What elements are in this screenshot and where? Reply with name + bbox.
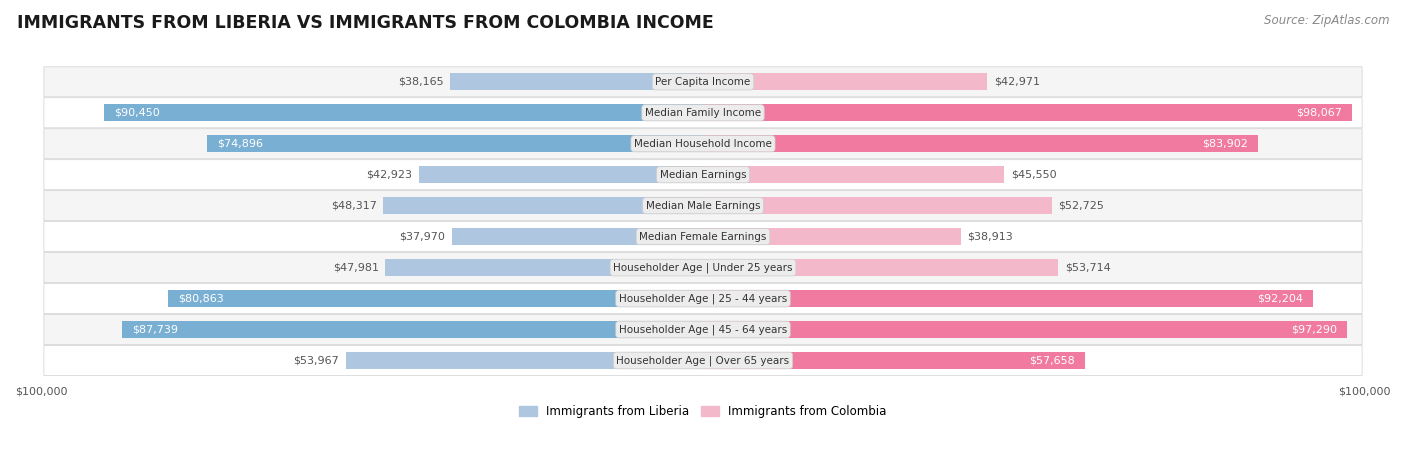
Text: $38,913: $38,913 <box>967 232 1012 241</box>
Text: $37,970: $37,970 <box>399 232 446 241</box>
Bar <box>703 228 960 245</box>
Text: Householder Age | 25 - 44 years: Householder Age | 25 - 44 years <box>619 293 787 304</box>
Bar <box>703 197 1052 214</box>
FancyBboxPatch shape <box>44 346 1362 375</box>
Text: $97,290: $97,290 <box>1291 325 1337 334</box>
Bar <box>450 73 703 90</box>
Text: Source: ZipAtlas.com: Source: ZipAtlas.com <box>1264 14 1389 27</box>
Bar <box>703 73 987 90</box>
Text: $38,165: $38,165 <box>398 77 444 87</box>
FancyBboxPatch shape <box>44 160 1362 190</box>
Bar <box>384 197 703 214</box>
Text: $52,725: $52,725 <box>1059 201 1104 211</box>
Text: $74,896: $74,896 <box>218 139 263 149</box>
Text: $92,204: $92,204 <box>1257 294 1303 304</box>
Bar <box>703 352 1084 369</box>
Text: Median Earnings: Median Earnings <box>659 170 747 180</box>
Bar <box>703 104 1353 121</box>
Bar <box>703 290 1313 307</box>
Text: IMMIGRANTS FROM LIBERIA VS IMMIGRANTS FROM COLOMBIA INCOME: IMMIGRANTS FROM LIBERIA VS IMMIGRANTS FR… <box>17 14 714 32</box>
FancyBboxPatch shape <box>44 98 1362 128</box>
Text: $87,739: $87,739 <box>132 325 179 334</box>
Text: $53,714: $53,714 <box>1066 262 1111 273</box>
Bar <box>703 166 1004 183</box>
Text: $48,317: $48,317 <box>330 201 377 211</box>
Text: Householder Age | Over 65 years: Householder Age | Over 65 years <box>616 355 790 366</box>
Bar <box>385 259 703 276</box>
Text: $83,902: $83,902 <box>1202 139 1249 149</box>
Text: $47,981: $47,981 <box>333 262 378 273</box>
FancyBboxPatch shape <box>44 129 1362 159</box>
FancyBboxPatch shape <box>44 283 1362 313</box>
Bar <box>703 259 1059 276</box>
Text: $57,658: $57,658 <box>1029 355 1074 366</box>
Legend: Immigrants from Liberia, Immigrants from Colombia: Immigrants from Liberia, Immigrants from… <box>515 400 891 423</box>
FancyBboxPatch shape <box>44 222 1362 252</box>
Text: Householder Age | Under 25 years: Householder Age | Under 25 years <box>613 262 793 273</box>
FancyBboxPatch shape <box>44 253 1362 283</box>
Bar <box>104 104 703 121</box>
FancyBboxPatch shape <box>44 314 1362 345</box>
Text: Per Capita Income: Per Capita Income <box>655 77 751 87</box>
Text: Median Female Earnings: Median Female Earnings <box>640 232 766 241</box>
Bar <box>122 321 703 338</box>
Bar <box>703 135 1258 152</box>
Text: $53,967: $53,967 <box>294 355 339 366</box>
Text: Median Family Income: Median Family Income <box>645 108 761 118</box>
FancyBboxPatch shape <box>44 67 1362 97</box>
Text: $45,550: $45,550 <box>1011 170 1057 180</box>
Text: Median Male Earnings: Median Male Earnings <box>645 201 761 211</box>
Bar <box>419 166 703 183</box>
FancyBboxPatch shape <box>44 191 1362 221</box>
Bar <box>346 352 703 369</box>
Text: $80,863: $80,863 <box>177 294 224 304</box>
Text: $42,971: $42,971 <box>994 77 1040 87</box>
Text: Householder Age | 45 - 64 years: Householder Age | 45 - 64 years <box>619 324 787 335</box>
Text: Median Household Income: Median Household Income <box>634 139 772 149</box>
Text: $42,923: $42,923 <box>367 170 412 180</box>
Bar <box>703 321 1347 338</box>
Text: $98,067: $98,067 <box>1296 108 1343 118</box>
Bar <box>207 135 703 152</box>
Text: $90,450: $90,450 <box>114 108 160 118</box>
Bar <box>167 290 703 307</box>
Bar <box>451 228 703 245</box>
